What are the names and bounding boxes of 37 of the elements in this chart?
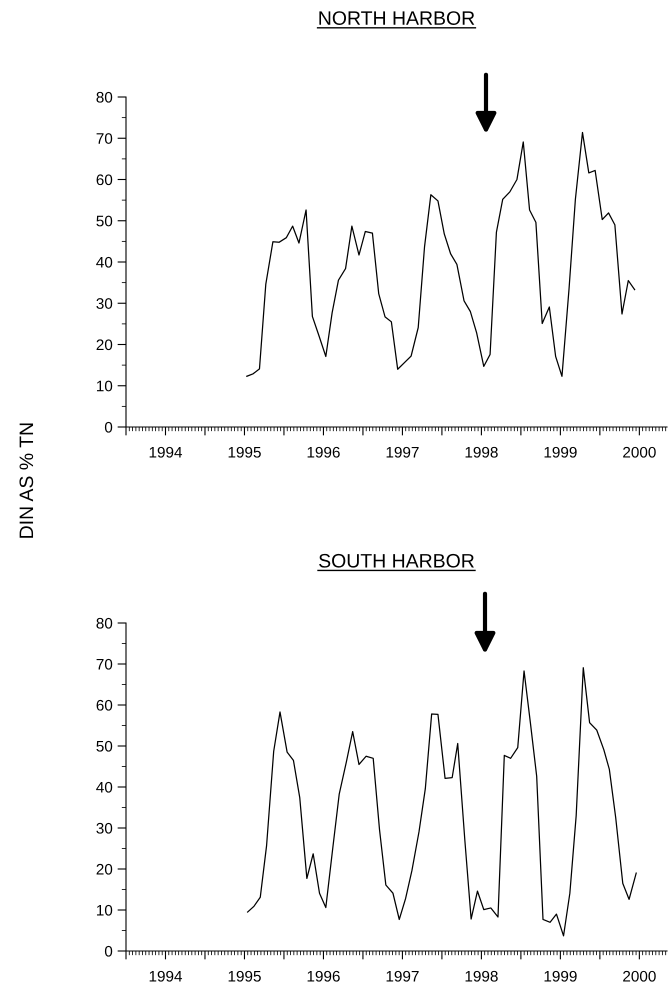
line-series <box>246 132 636 377</box>
x-tick-label: 1999 <box>544 970 577 982</box>
chart-title: SOUTH HARBOR <box>319 554 474 568</box>
y-tick-label: 0 <box>104 946 112 957</box>
y-tick-label: 70 <box>96 133 112 144</box>
y-tick-label: 10 <box>96 904 112 916</box>
y-axis-title: DIN AS % TN <box>19 424 34 538</box>
x-tick-label: 1996 <box>308 446 340 458</box>
y-tick-label: 40 <box>96 782 112 793</box>
x-tick-label: 1995 <box>228 446 261 458</box>
line-series <box>247 667 637 936</box>
x-tick-label: 1997 <box>386 446 419 458</box>
x-tick-label: 1998 <box>466 970 498 982</box>
x-tick-label: 1994 <box>150 446 182 458</box>
y-tick-label: 30 <box>96 822 112 834</box>
y-tick-label: 20 <box>96 339 112 350</box>
x-tick-label: 1995 <box>228 970 261 982</box>
y-tick-label: 0 <box>104 422 112 433</box>
y-tick-label: 70 <box>96 658 112 670</box>
y-tick-label: 50 <box>96 740 112 752</box>
x-tick-label: 1999 <box>544 446 577 458</box>
y-tick-label: 60 <box>96 700 112 711</box>
y-tick-label: 20 <box>96 864 112 875</box>
x-tick-label: 2000 <box>623 446 656 458</box>
y-tick-label: 80 <box>96 618 112 629</box>
y-tick-label: 10 <box>96 380 112 392</box>
y-tick-label: 60 <box>96 174 112 186</box>
chart-title: NORTH HARBOR <box>319 11 474 25</box>
y-tick-label: 40 <box>96 256 112 268</box>
x-tick-label: 2000 <box>623 970 656 982</box>
x-tick-label: 1994 <box>150 970 182 982</box>
y-tick-label: 50 <box>96 216 112 226</box>
y-tick-label: 30 <box>96 298 112 309</box>
x-tick-label: 1996 <box>308 970 340 982</box>
x-tick-label: 1997 <box>386 970 419 982</box>
y-tick-label: 80 <box>96 92 112 103</box>
x-tick-label: 1998 <box>466 446 498 458</box>
